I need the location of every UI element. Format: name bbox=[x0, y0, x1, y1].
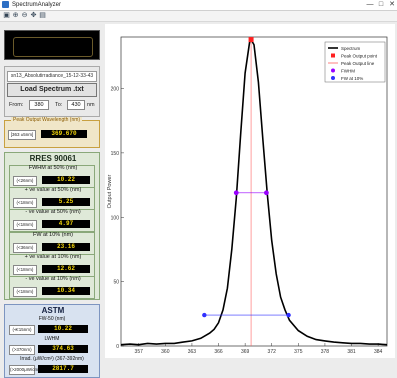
peak-output-point bbox=[248, 37, 254, 43]
x-tick-label: 378 bbox=[321, 349, 330, 355]
peak-output-value: 369.670 bbox=[41, 130, 87, 138]
legend-label: Spectrum bbox=[341, 46, 361, 51]
astm-field-value: 2817.7 bbox=[38, 365, 88, 373]
load-spectrum-button[interactable]: Load Spectrum .txt bbox=[7, 83, 97, 97]
save-icon[interactable]: ▤ bbox=[39, 12, 46, 19]
y-tick-label: 50 bbox=[113, 280, 119, 286]
rres-field: - ve value at 50% (nm) (<18nm) 4.97 bbox=[9, 209, 95, 232]
fwhm-point bbox=[233, 190, 239, 196]
rres-field: - ve value at 10% (nm) (<18nm) 10.34 bbox=[9, 276, 95, 299]
plot-frame bbox=[120, 36, 388, 347]
rres-field-title: - ve value at 50% (nm) bbox=[25, 209, 81, 215]
astm-field-unit: (≪15nm) bbox=[9, 325, 35, 335]
title-bar: SpectrumAnalyzer — □ ✕ bbox=[0, 0, 397, 11]
peak-output-panel: Peak Output Wavelength (nm) [363 ±5nm] 3… bbox=[4, 117, 100, 148]
x-tick-label: 381 bbox=[347, 349, 356, 355]
astm-field-value: 374.63 bbox=[38, 345, 88, 353]
rres-field-value: 23.16 bbox=[42, 243, 90, 251]
spectrum-plot-area[interactable]: 0 50 100 150 200 357 360 363 366 369 372 375 378 381 3… bbox=[105, 24, 395, 358]
astm-field-title: FW-50 (nm) bbox=[38, 316, 66, 322]
status-display bbox=[4, 30, 100, 60]
rres-title: RRES 90061 bbox=[29, 154, 77, 163]
rres-field: + ve value at 50% (nm) (<18nm) 5.25 bbox=[9, 187, 95, 210]
rres-field-value: 4.97 bbox=[42, 220, 90, 228]
rres-field-unit: (<18nm) bbox=[13, 220, 37, 230]
legend-label: Peak Output point bbox=[341, 53, 378, 58]
peak-output-title: Peak Output Wavelength (nm) bbox=[11, 117, 83, 123]
control-panel: sn13_Absolutirradiance_15-12-33-43 Load … bbox=[4, 24, 100, 378]
legend-label: FWHM bbox=[341, 68, 355, 73]
fwhm-point bbox=[264, 190, 269, 196]
peak-output-unit: [363 ±5nm] bbox=[8, 130, 36, 140]
y-tick-label: 150 bbox=[111, 151, 120, 157]
y-tick-label: 0 bbox=[116, 344, 119, 350]
rres-field-title: + ve value at 50% (nm) bbox=[24, 187, 82, 193]
to-label: To: bbox=[55, 102, 63, 108]
from-label: From: bbox=[9, 102, 24, 108]
rres-field-title: FW at 10% (nm) bbox=[32, 232, 74, 238]
astm-field: LWHM (>370nm) 374.63 bbox=[8, 336, 96, 356]
rres-field-unit: (<18nm) bbox=[13, 287, 37, 297]
x-tick-label: 369 bbox=[241, 349, 250, 355]
astm-panel: ASTM FW-50 (nm) (≪15nm) 10.22 LWHM (>370… bbox=[4, 304, 100, 378]
to-input[interactable]: 430 bbox=[67, 100, 85, 110]
astm-field-unit: (>2000μW/cm²) bbox=[9, 365, 41, 375]
window-title: SpectrumAnalyzer bbox=[12, 2, 62, 8]
rres-field-value: 12.62 bbox=[42, 265, 90, 273]
astm-field-title: LWHM bbox=[44, 336, 60, 342]
app-icon bbox=[2, 1, 9, 8]
file-panel: sn13_Absolutirradiance_15-12-33-43 Load … bbox=[4, 66, 100, 117]
rres-field-unit: (<18nm) bbox=[13, 198, 37, 208]
rres-field: + ve value at 10% (nm) (<18nm) 12.62 bbox=[9, 254, 95, 277]
open-icon[interactable]: ▣ bbox=[3, 12, 10, 19]
minimize-button[interactable]: — bbox=[366, 1, 374, 8]
y-tick-label: 200 bbox=[111, 87, 120, 93]
x-tick-label: 357 bbox=[135, 349, 144, 355]
spectrum-chart[interactable]: 0 50 100 150 200 357 360 363 366 369 372 375 378 381 3… bbox=[105, 24, 395, 358]
rres-field-unit: (<18nm) bbox=[13, 265, 37, 275]
astm-field-value: 10.22 bbox=[38, 325, 88, 333]
legend-marker bbox=[331, 68, 335, 73]
x-tick-label: 372 bbox=[268, 349, 277, 355]
status-lamp bbox=[13, 37, 93, 57]
rres-field-unit: (<36nm) bbox=[13, 243, 37, 253]
from-input[interactable]: 380 bbox=[29, 100, 49, 110]
x-tick-label: 366 bbox=[214, 349, 223, 355]
legend-marker bbox=[331, 76, 335, 80]
rres-panel: RRES 90061 FWHM at 50% (nm) (<26nm) 10.2… bbox=[4, 152, 100, 300]
fw10-point bbox=[286, 312, 291, 318]
pan-icon[interactable]: ✥ bbox=[30, 12, 37, 19]
close-button[interactable]: ✕ bbox=[389, 1, 395, 8]
x-tick-label: 360 bbox=[161, 349, 170, 355]
fw10-point bbox=[202, 312, 207, 318]
y-tick-label: 100 bbox=[111, 215, 120, 221]
unit-label: nm bbox=[87, 102, 95, 108]
file-name-field: sn13_Absolutirradiance_15-12-33-43 bbox=[7, 71, 97, 82]
zoom-out-icon[interactable]: ⊖ bbox=[21, 12, 28, 19]
legend-marker bbox=[331, 53, 335, 58]
rres-field: FW at 10% (nm) (<36nm) 23.16 bbox=[9, 232, 95, 255]
rres-field-value: 10.34 bbox=[42, 287, 90, 295]
rres-field: FWHM at 50% (nm) (<26nm) 10.22 bbox=[9, 165, 95, 188]
astm-field-unit: (>370nm) bbox=[9, 345, 35, 355]
astm-field: FW-50 (nm) (≪15nm) 10.22 bbox=[8, 316, 96, 336]
legend-label: FW at 10% bbox=[341, 76, 363, 81]
legend-label: Peak Output line bbox=[341, 61, 375, 66]
rres-field-title: + ve value at 10% (nm) bbox=[24, 254, 82, 260]
astm-title: ASTM bbox=[41, 306, 65, 315]
astm-field-title: Irrad. (μW/cm²) (367-392nm) bbox=[20, 356, 84, 362]
x-tick-label: 375 bbox=[294, 349, 303, 355]
rres-field-unit: (<26nm) bbox=[13, 176, 37, 186]
maximize-button[interactable]: □ bbox=[378, 1, 384, 8]
legend-box bbox=[324, 41, 386, 83]
x-tick-label: 363 bbox=[188, 349, 197, 355]
zoom-in-icon[interactable]: ⊕ bbox=[12, 12, 19, 19]
rres-field-title: FWHM at 50% (nm) bbox=[28, 165, 78, 171]
x-tick-label: 384 bbox=[374, 349, 383, 355]
y-axis-label: Output Power bbox=[107, 175, 113, 209]
rres-field-value: 5.25 bbox=[42, 198, 90, 206]
toolbar: ▣ ⊕ ⊖ ✥ ▤ bbox=[0, 11, 397, 22]
rres-field-title: - ve value at 10% (nm) bbox=[25, 276, 81, 282]
rres-field-value: 10.22 bbox=[42, 176, 90, 184]
